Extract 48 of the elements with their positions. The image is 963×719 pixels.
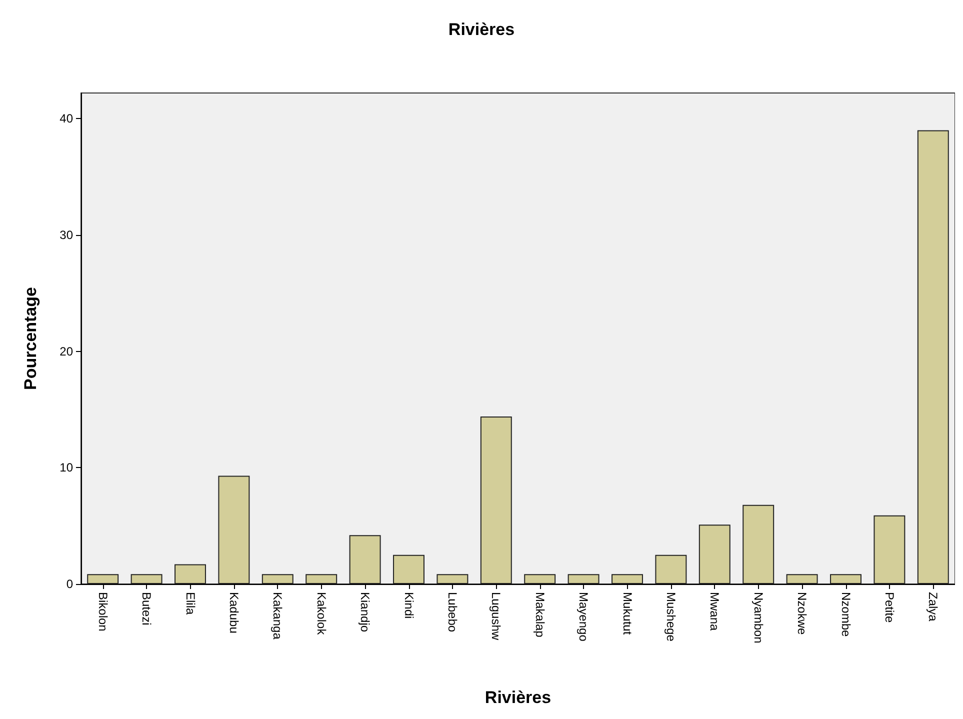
x-tick-label: Nyambon <box>751 592 766 644</box>
bar <box>480 416 512 584</box>
bar <box>568 574 600 584</box>
bar <box>612 574 643 584</box>
x-tick-label: Makalap <box>532 592 547 638</box>
y-tick-label: 0 <box>66 577 74 591</box>
bar <box>786 574 818 584</box>
x-tick-label: Kiandjo <box>358 592 372 632</box>
bar <box>742 504 774 584</box>
x-tick-label: Bikolon <box>96 592 110 632</box>
y-tick-label: 30 <box>60 228 74 242</box>
bar <box>830 574 862 584</box>
bar <box>436 574 468 584</box>
bar <box>349 535 381 584</box>
y-axis-title: Pourcentage <box>21 287 40 390</box>
x-tick-label: Mushege <box>664 592 678 642</box>
y-tick-label: 20 <box>60 344 74 358</box>
x-tick-label: Lugushw <box>489 592 504 640</box>
bar <box>874 515 906 584</box>
x-tick-label: Lubebo <box>445 592 460 632</box>
y-tick-label: 40 <box>60 112 74 126</box>
bar <box>917 130 949 584</box>
bar <box>218 476 250 584</box>
x-tick-label: Kakolok <box>314 592 328 636</box>
x-tick-label: Butezi <box>140 592 154 626</box>
y-tick-label: 10 <box>60 460 74 475</box>
bar <box>655 554 687 584</box>
x-tick-label: Zalya <box>926 592 940 622</box>
x-tick-label: Elila <box>183 592 198 615</box>
x-axis-title: Rivières <box>484 688 552 707</box>
x-tick-label: Kakanga <box>270 592 285 640</box>
bar <box>393 554 424 584</box>
bar <box>130 574 162 584</box>
bar <box>262 574 294 584</box>
bar <box>306 574 338 584</box>
x-tick-label: Mukutut <box>620 592 634 636</box>
chart-title: Rivières <box>448 20 515 39</box>
x-tick-label: Petite <box>882 592 896 624</box>
x-tick-label: Mwana <box>708 592 722 632</box>
x-tick-label: Mayengo <box>576 592 591 642</box>
x-tick-label: Nzokwe <box>795 592 810 636</box>
bar <box>698 524 730 584</box>
bar <box>87 574 119 584</box>
bar <box>524 574 556 584</box>
x-tick-label: Nzombe <box>838 592 853 638</box>
x-tick-label: Kindi <box>402 592 416 619</box>
bar <box>174 564 206 584</box>
x-tick-label: Kadubu <box>226 592 241 634</box>
